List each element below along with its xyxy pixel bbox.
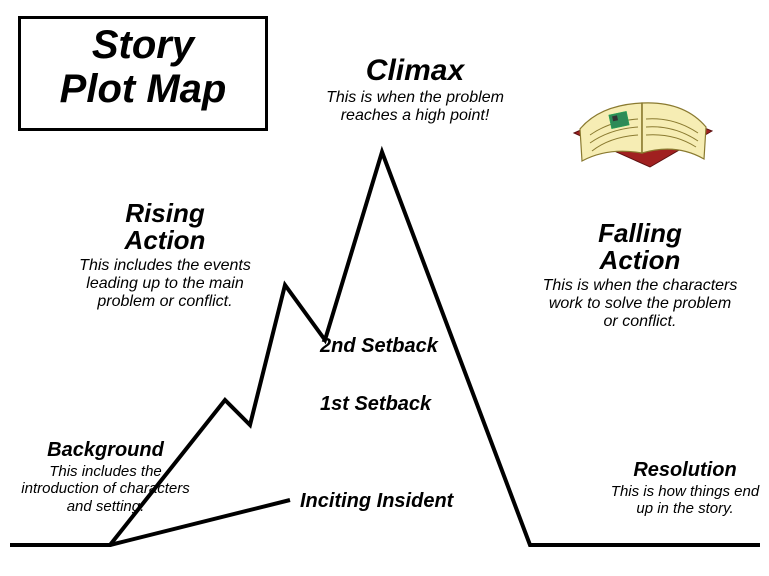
- book-icon: [0, 0, 769, 576]
